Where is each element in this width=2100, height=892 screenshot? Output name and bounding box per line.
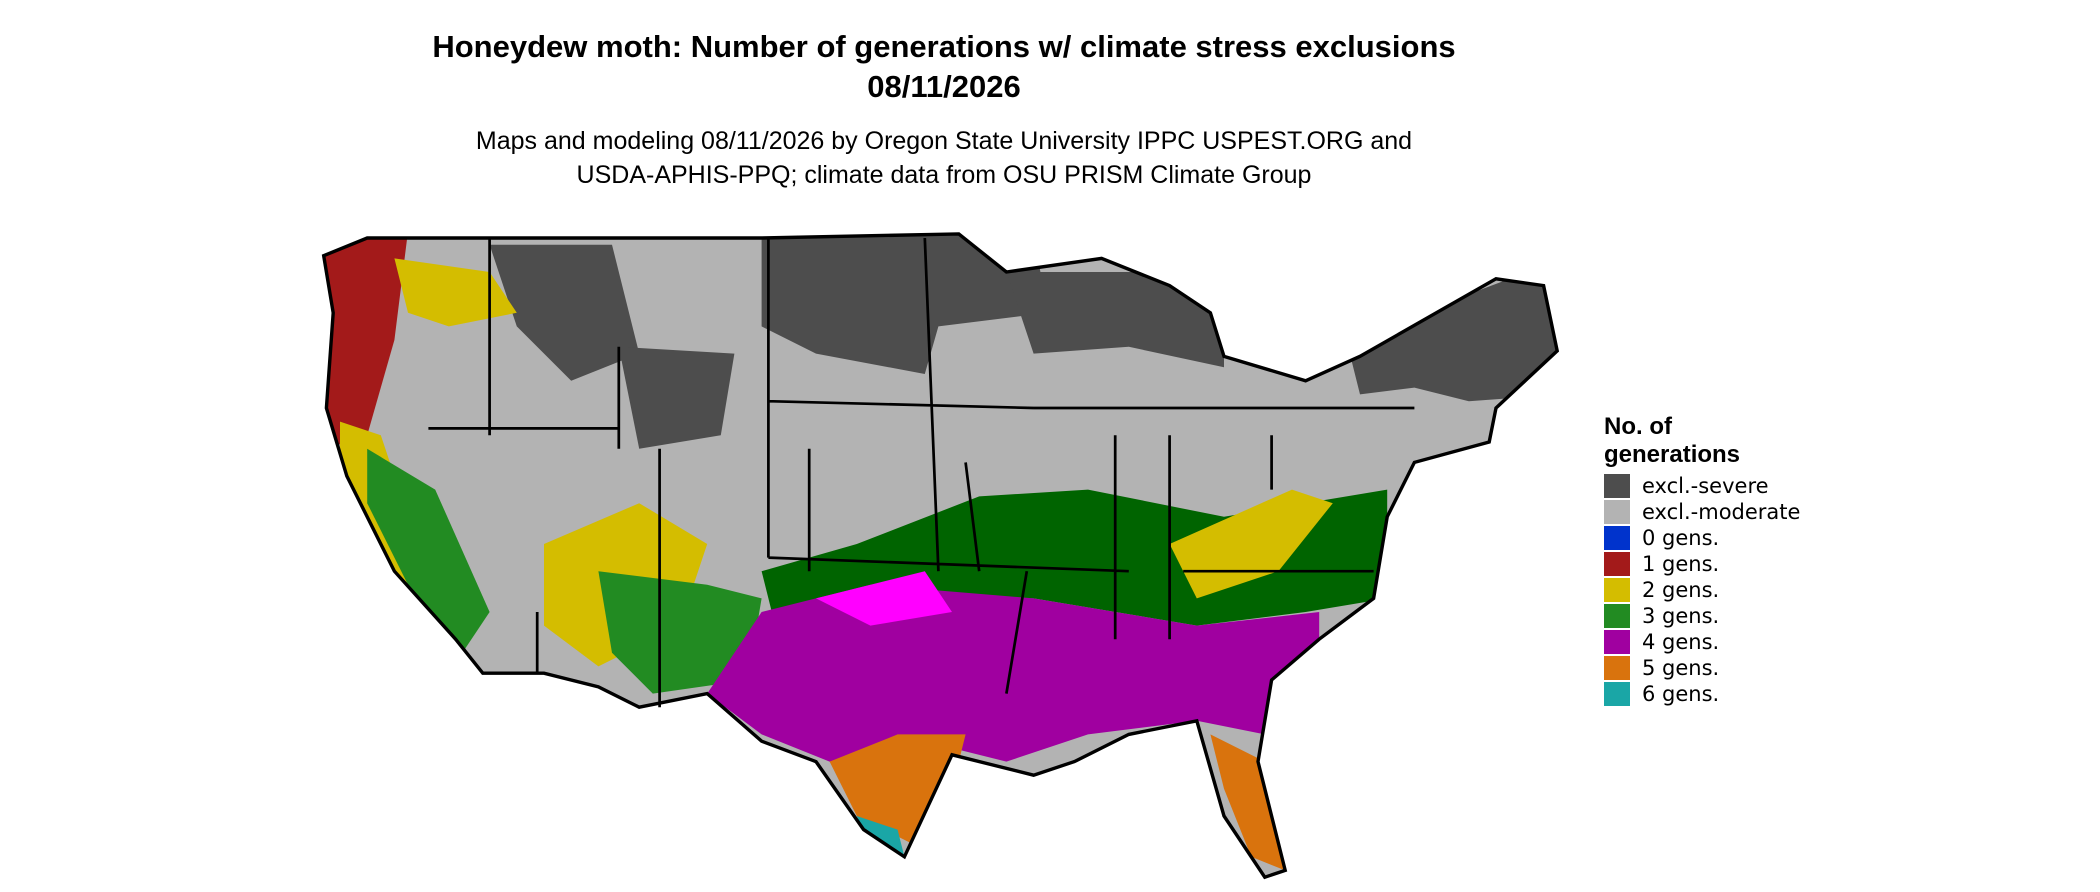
legend-label: 2 gens. bbox=[1642, 578, 1719, 602]
title-date: 08/11/2026 bbox=[867, 69, 1020, 104]
legend-label: 0 gens. bbox=[1642, 526, 1719, 550]
map bbox=[321, 232, 1559, 879]
legend-swatch bbox=[1604, 526, 1630, 550]
subtitle: USDA-APHIS-PPQ; climate data from OSU PR… bbox=[577, 161, 1312, 189]
legend-label: 3 gens. bbox=[1642, 604, 1719, 628]
legend-label: 6 gens. bbox=[1642, 682, 1719, 706]
legend-swatch bbox=[1604, 552, 1630, 576]
subtitle: Maps and modeling 08/11/2026 by Oregon S… bbox=[476, 127, 1412, 155]
legend-swatch bbox=[1604, 682, 1630, 706]
legend-label: excl.-severe bbox=[1642, 474, 1769, 498]
legend-title: generations bbox=[1604, 441, 1740, 468]
legend-swatch bbox=[1604, 474, 1630, 498]
legend-swatch bbox=[1604, 630, 1630, 654]
legend: No. of generations excl.-severeexcl.-mod… bbox=[1604, 413, 1800, 706]
legend-swatch bbox=[1604, 500, 1630, 524]
legend-swatch bbox=[1604, 578, 1630, 602]
legend-label: 5 gens. bbox=[1642, 656, 1719, 680]
legend-swatch bbox=[1604, 604, 1630, 628]
legend-label: 4 gens. bbox=[1642, 630, 1719, 654]
legend-swatch bbox=[1604, 656, 1630, 680]
legend-label: 1 gens. bbox=[1642, 552, 1719, 576]
legend-label: excl.-moderate bbox=[1642, 500, 1800, 524]
title: Honeydew moth: Number of generations w/ … bbox=[432, 29, 1455, 64]
legend-title: No. of bbox=[1604, 413, 1673, 440]
